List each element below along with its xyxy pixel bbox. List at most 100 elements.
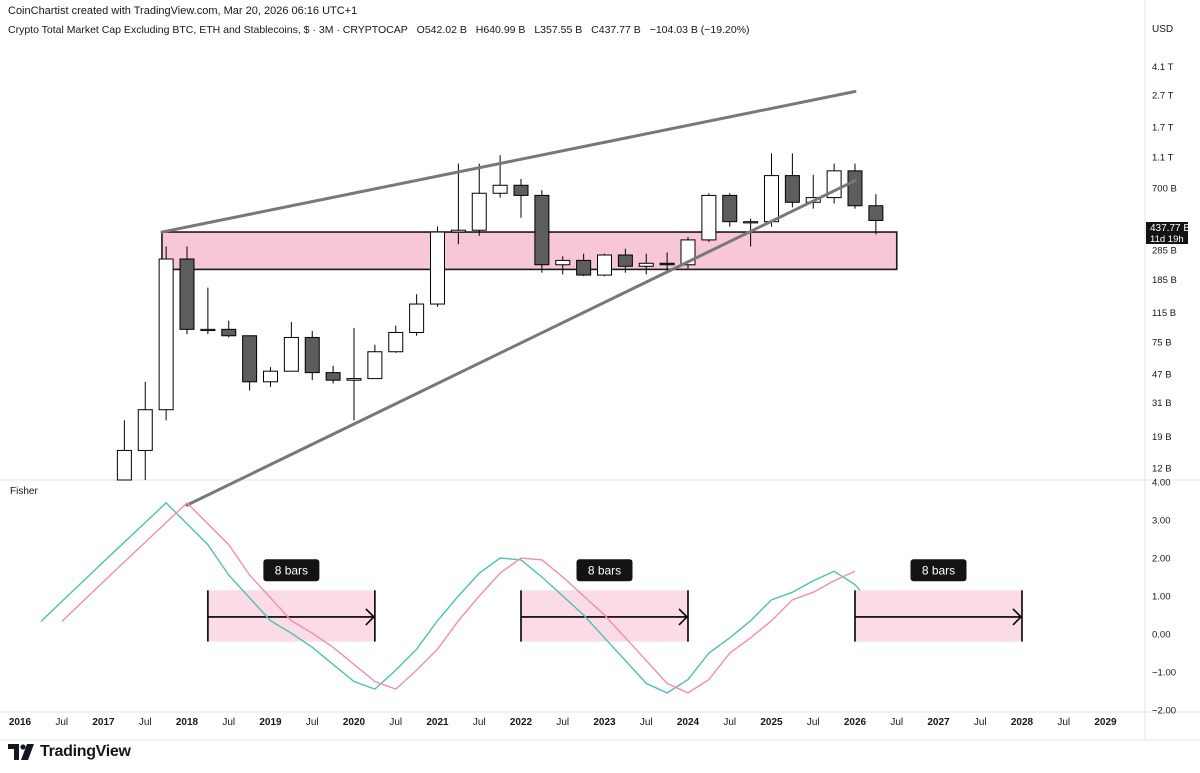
annotation-label-bg [910, 559, 967, 582]
candle [137, 381, 153, 480]
trendline-upper [160, 90, 857, 234]
tradingview-logo[interactable]: TradingView [8, 742, 131, 762]
price-tick-label: 4.1 T [1152, 62, 1174, 73]
indicator-label[interactable]: Fisher [10, 486, 38, 497]
time-tick-label: Jul [473, 717, 486, 728]
fisher-tick-label: −2.00 [1152, 706, 1176, 717]
candle-body [283, 336, 299, 372]
candle [221, 320, 237, 338]
candle-body [534, 194, 550, 266]
chart-credit: CoinChartist created with TradingView.co… [8, 5, 358, 17]
time-tick-label: 2017 [92, 717, 115, 728]
time-tick-label: 2022 [510, 717, 533, 728]
current-price-tag: 437.77 B 11d 19h [1146, 222, 1190, 245]
candle [304, 330, 320, 381]
ohlc-close: C437.77 B [591, 24, 641, 36]
candle-body [137, 409, 153, 451]
candle [263, 367, 278, 387]
bars-annotation: 8 bars [520, 559, 689, 642]
candle-body [325, 372, 341, 381]
candle [283, 322, 299, 372]
price-tick-label: 19 B [1152, 432, 1172, 443]
tradingview-logo-text: TradingView [40, 743, 131, 760]
candle-body [722, 194, 738, 223]
time-tick-label: Jul [389, 717, 402, 728]
candle [764, 153, 779, 227]
price-tick-label: 115 B [1152, 308, 1176, 319]
price-tick-label: 47 B [1152, 370, 1172, 381]
candle-body [659, 262, 675, 266]
time-tick-label: Jul [222, 717, 235, 728]
candle [116, 420, 132, 481]
candle [471, 163, 487, 236]
tradingview-logo-icon [8, 744, 34, 760]
price-tick-label: 185 B [1152, 275, 1177, 286]
candle [597, 253, 612, 277]
candle-body [743, 221, 759, 224]
trendline-lower [185, 179, 857, 507]
candle [158, 246, 174, 421]
time-tick-label: Jul [640, 717, 653, 728]
price-tag-countdown: 11d 19h [1150, 234, 1184, 245]
time-tick-label: Jul [807, 717, 820, 728]
candle-body [597, 254, 612, 276]
price-tag-value: 437.77 B [1150, 223, 1190, 234]
candle-body [471, 192, 487, 231]
candle-body [638, 262, 654, 267]
candles [116, 153, 884, 481]
candle [868, 194, 884, 235]
time-tick-label: 2016 [9, 717, 32, 728]
time-tick-label: Jul [723, 717, 736, 728]
time-tick-label: Jul [974, 717, 987, 728]
time-tick-label: 2024 [677, 717, 700, 728]
time-tick-label: 2018 [176, 717, 199, 728]
price-tag-bg [1146, 222, 1188, 244]
time-tick-label: Jul [55, 717, 68, 728]
price-tick-label: 12 B [1152, 464, 1172, 475]
time-tick-label: 2026 [844, 717, 867, 728]
candle [722, 193, 738, 227]
fisher-annotations: 8 bars 8 bars 8 bars [207, 559, 1023, 642]
price-tick-label: 75 B [1152, 337, 1172, 348]
time-tick-label: 2021 [426, 717, 449, 728]
price-tick-label: 2.7 T [1152, 91, 1174, 102]
candle [784, 153, 800, 208]
support-zone-layer [161, 231, 898, 271]
candle-body [430, 231, 445, 305]
candle-body [263, 370, 278, 383]
candle-body [576, 259, 592, 276]
fisher-tick-label: 2.00 [1152, 554, 1171, 565]
time-tick-label: 2025 [760, 717, 783, 728]
candle-body [492, 184, 508, 194]
annotation-label: 8 bars [588, 563, 621, 577]
symbol-title[interactable]: Crypto Total Market Cap Excluding BTC, E… [8, 24, 408, 36]
fisher-series-trigger [61, 501, 856, 694]
fisher-series-fisher [40, 501, 861, 694]
annotation-arrow-head [365, 608, 376, 626]
time-tick-label: 2027 [927, 717, 950, 728]
candle [430, 226, 445, 307]
fisher-tick-label: 0.00 [1152, 630, 1171, 641]
candle [200, 287, 216, 335]
time-tick-label: Jul [890, 717, 903, 728]
ohlc-change: −104.03 B (−19.20%) [649, 24, 750, 36]
trendlines [160, 90, 857, 507]
candle [576, 253, 592, 277]
candle [617, 248, 633, 273]
annotation-label-bg [263, 559, 320, 582]
ohlc-open: O542.02 B [416, 24, 467, 36]
candle-body [200, 328, 216, 332]
candle-body [784, 175, 800, 203]
currency-label[interactable]: USD [1152, 24, 1174, 35]
candle [826, 163, 842, 204]
candle-body [388, 331, 404, 353]
annotation-range [855, 590, 1022, 642]
time-tick-label: 2029 [1094, 717, 1117, 728]
candle-body [179, 258, 195, 330]
candle [534, 190, 550, 273]
candle-body [242, 335, 258, 383]
price-tick-label: 1.1 T [1152, 153, 1174, 164]
fisher-lines [40, 501, 861, 694]
price-tick-label: 31 B [1152, 398, 1172, 409]
